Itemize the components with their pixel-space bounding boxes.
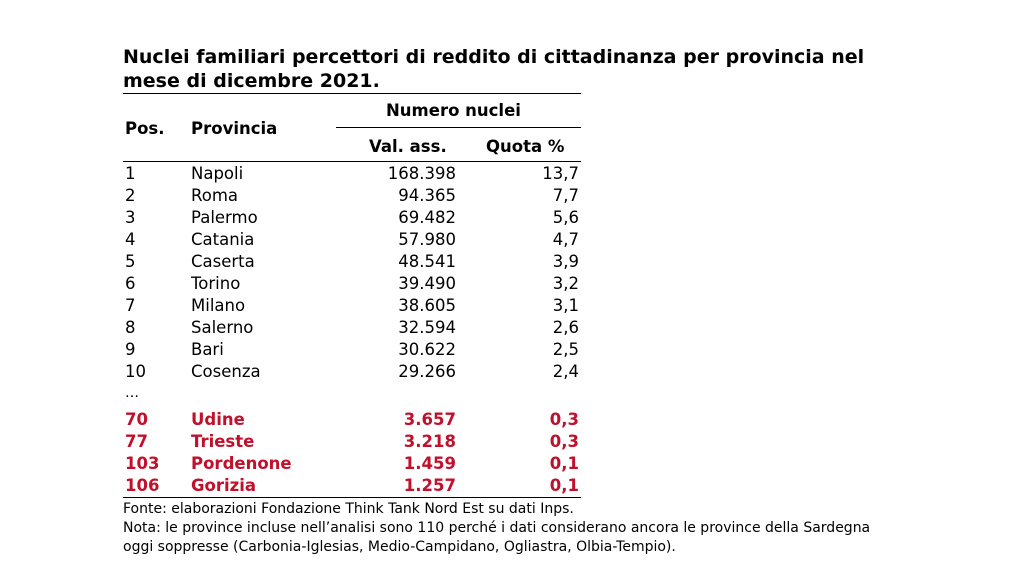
cell-val-ass: 69.482 (398, 208, 456, 227)
table-row: 5 Caserta 48.541 3,9 (123, 251, 581, 273)
group-rule (336, 127, 581, 128)
cell-quota: 2,5 (552, 340, 579, 359)
cell-provincia: Milano (191, 296, 246, 315)
cell-quota: 7,7 (552, 186, 579, 205)
table-row: 6 Torino 39.490 3,2 (123, 273, 581, 295)
cell-quota: 0,3 (549, 432, 579, 451)
cell-val-ass: 30.622 (398, 340, 456, 359)
cell-provincia: Trieste (191, 432, 255, 451)
cell-quota: 4,7 (552, 230, 579, 249)
table-row: 1 Napoli 168.398 13,7 (123, 163, 581, 185)
cell-val-ass: 29.266 (398, 362, 456, 381)
cell-quota: 0,1 (549, 476, 579, 495)
cell-pos: 103 (125, 454, 160, 473)
table-row: 9 Bari 30.622 2,5 (123, 339, 581, 361)
header-val-ass: Val. ass. (369, 137, 447, 156)
cell-provincia: Roma (191, 186, 239, 205)
cell-provincia: Salerno (191, 318, 254, 337)
top-rule (123, 93, 581, 94)
source-note: Fonte: elaborazioni Fondazione Think Tan… (123, 501, 574, 517)
cell-val-ass: 94.365 (398, 186, 456, 205)
cell-quota: 0,1 (549, 454, 579, 473)
table-row: 4 Catania 57.980 4,7 (123, 229, 581, 251)
cell-pos: 7 (125, 296, 136, 315)
table-row: 106 Gorizia 1.257 0,1 (123, 475, 581, 497)
cell-val-ass: 3.657 (403, 410, 456, 429)
cell-val-ass: 1.459 (403, 454, 456, 473)
cell-val-ass: 38.605 (398, 296, 456, 315)
cell-provincia: Udine (191, 410, 245, 429)
cell-pos: 5 (125, 252, 136, 271)
cell-pos: 106 (125, 476, 160, 495)
ellipsis: … (125, 385, 139, 401)
cell-quota: 3,2 (552, 274, 579, 293)
cell-provincia: Pordenone (191, 454, 292, 473)
cell-pos: 70 (125, 410, 148, 429)
cell-val-ass: 168.398 (387, 164, 456, 183)
cell-provincia: Palermo (191, 208, 258, 227)
header-rule (123, 161, 581, 162)
cell-pos: 1 (125, 164, 136, 183)
header-pos: Pos. (125, 119, 165, 138)
header-provincia: Provincia (191, 119, 278, 138)
cell-quota: 13,7 (542, 164, 579, 183)
cell-provincia: Torino (191, 274, 241, 293)
cell-provincia: Bari (191, 340, 224, 359)
header-quota: Quota % (486, 137, 565, 156)
cell-val-ass: 39.490 (398, 274, 456, 293)
header-numero-nuclei: Numero nuclei (386, 101, 521, 120)
cell-val-ass: 57.980 (398, 230, 456, 249)
cell-pos: 2 (125, 186, 136, 205)
cell-quota: 2,6 (552, 318, 579, 337)
cell-pos: 9 (125, 340, 136, 359)
table-row: 77 Trieste 3.218 0,3 (123, 431, 581, 453)
cell-val-ass: 32.594 (398, 318, 456, 337)
cell-quota: 5,6 (552, 208, 579, 227)
cell-val-ass: 3.218 (403, 432, 456, 451)
note-line-2: oggi soppresse (Carbonia-Iglesias, Medio… (123, 539, 676, 555)
cell-pos: 77 (125, 432, 148, 451)
cell-quota: 3,1 (552, 296, 579, 315)
table-row: 3 Palermo 69.482 5,6 (123, 207, 581, 229)
cell-val-ass: 1.257 (403, 476, 456, 495)
cell-quota: 2,4 (552, 362, 579, 381)
table-row: 10 Cosenza 29.266 2,4 (123, 361, 581, 383)
cell-provincia: Catania (191, 230, 255, 249)
cell-pos: 4 (125, 230, 136, 249)
table-row: 8 Salerno 32.594 2,6 (123, 317, 581, 339)
cell-pos: 6 (125, 274, 136, 293)
cell-val-ass: 48.541 (398, 252, 456, 271)
cell-quota: 3,9 (552, 252, 579, 271)
table-row: 103 Pordenone 1.459 0,1 (123, 453, 581, 475)
table-row: 70 Udine 3.657 0,3 (123, 409, 581, 431)
cell-pos: 10 (125, 362, 146, 381)
table-row: 2 Roma 94.365 7,7 (123, 185, 581, 207)
cell-provincia: Caserta (191, 252, 255, 271)
cell-provincia: Napoli (191, 164, 244, 183)
table-row: 7 Milano 38.605 3,1 (123, 295, 581, 317)
bottom-rule (123, 497, 581, 498)
table-title: Nuclei familiari percettori di reddito d… (123, 46, 865, 92)
cell-provincia: Cosenza (191, 362, 261, 381)
cell-pos: 3 (125, 208, 136, 227)
cell-provincia: Gorizia (191, 476, 257, 495)
cell-quota: 0,3 (549, 410, 579, 429)
note-line-1: Nota: le province incluse nell’analisi s… (123, 520, 871, 536)
cell-pos: 8 (125, 318, 136, 337)
